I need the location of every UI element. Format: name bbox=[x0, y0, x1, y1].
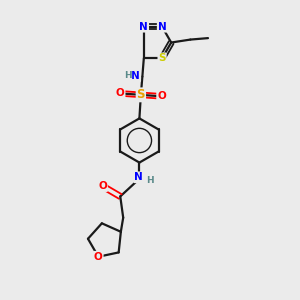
Text: N: N bbox=[131, 71, 140, 81]
Text: O: O bbox=[157, 91, 166, 101]
Text: H: H bbox=[146, 176, 154, 185]
Text: S: S bbox=[158, 53, 166, 63]
Text: O: O bbox=[116, 88, 124, 98]
Text: N: N bbox=[158, 22, 167, 32]
Text: H: H bbox=[124, 70, 131, 80]
Text: S: S bbox=[136, 88, 145, 101]
Text: N: N bbox=[134, 172, 143, 182]
Text: O: O bbox=[94, 252, 103, 262]
Text: O: O bbox=[98, 181, 107, 191]
Text: N: N bbox=[140, 22, 148, 32]
